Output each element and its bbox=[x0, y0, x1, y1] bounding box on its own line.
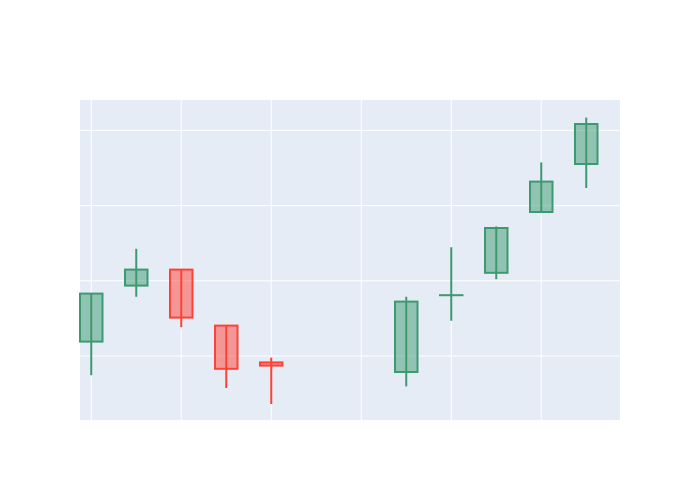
candle-increasing bbox=[79, 292, 104, 376]
candle-increasing bbox=[439, 247, 464, 321]
candle-body bbox=[574, 123, 599, 165]
candle-body bbox=[259, 361, 284, 367]
candle-decreasing bbox=[214, 324, 239, 388]
candle-body bbox=[214, 324, 239, 370]
candle-body bbox=[169, 268, 194, 319]
candle-increasing bbox=[124, 248, 149, 297]
candle-decreasing bbox=[169, 268, 194, 328]
candle-body bbox=[484, 227, 509, 274]
plot-area bbox=[80, 100, 620, 420]
candle-increasing bbox=[484, 226, 509, 280]
candle-layer bbox=[79, 117, 599, 404]
candle-increasing bbox=[394, 296, 419, 387]
candle-body bbox=[529, 180, 554, 214]
candle-decreasing bbox=[259, 357, 284, 404]
candle-increasing bbox=[574, 117, 599, 188]
candle-increasing bbox=[529, 162, 554, 214]
grid-layer bbox=[80, 100, 620, 420]
candle-body bbox=[124, 268, 149, 287]
candle-body bbox=[394, 300, 419, 374]
candle-body bbox=[79, 292, 104, 343]
